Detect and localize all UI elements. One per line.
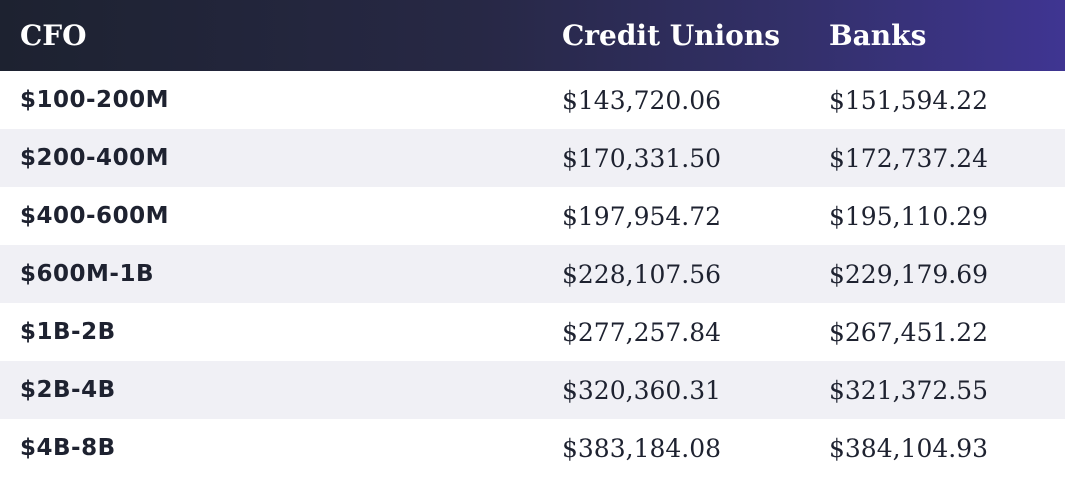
table-row: $400-600M $197,954.72 $195,110.29	[0, 187, 1065, 245]
header-banks: Banks	[829, 19, 927, 52]
table-row: $600M-1B $228,107.56 $229,179.69	[0, 245, 1065, 303]
table-header-row: CFO Credit Unions Banks	[0, 0, 1065, 71]
table-row: $100-200M $143,720.06 $151,594.22	[0, 71, 1065, 129]
credit-union-salary-cell: $170,331.50	[562, 143, 722, 173]
asset-range-cell: $200-400M	[20, 145, 169, 171]
bank-salary-cell: $172,737.24	[829, 143, 989, 173]
credit-union-salary-cell: $383,184.08	[562, 433, 722, 463]
bank-salary-cell: $384,104.93	[829, 433, 989, 463]
bank-salary-cell: $195,110.29	[829, 201, 989, 231]
asset-range-cell: $1B-2B	[20, 319, 116, 345]
asset-range-cell: $600M-1B	[20, 261, 154, 287]
table-row: $1B-2B $277,257.84 $267,451.22	[0, 303, 1065, 361]
credit-union-salary-cell: $320,360.31	[562, 375, 722, 405]
table-row: $4B-8B $383,184.08 $384,104.93	[0, 419, 1065, 477]
credit-union-salary-cell: $143,720.06	[562, 85, 722, 115]
table-row: $200-400M $170,331.50 $172,737.24	[0, 129, 1065, 187]
asset-range-cell: $2B-4B	[20, 377, 116, 403]
header-credit-unions: Credit Unions	[562, 19, 780, 52]
bank-salary-cell: $321,372.55	[829, 375, 989, 405]
bank-salary-cell: $229,179.69	[829, 259, 989, 289]
asset-range-cell: $100-200M	[20, 87, 169, 113]
header-cfo: CFO	[20, 19, 87, 52]
bank-salary-cell: $151,594.22	[829, 85, 989, 115]
asset-range-cell: $400-600M	[20, 203, 169, 229]
credit-union-salary-cell: $277,257.84	[562, 317, 722, 347]
table-row: $2B-4B $320,360.31 $321,372.55	[0, 361, 1065, 419]
credit-union-salary-cell: $197,954.72	[562, 201, 722, 231]
asset-range-cell: $4B-8B	[20, 435, 116, 461]
credit-union-salary-cell: $228,107.56	[562, 259, 722, 289]
bank-salary-cell: $267,451.22	[829, 317, 989, 347]
